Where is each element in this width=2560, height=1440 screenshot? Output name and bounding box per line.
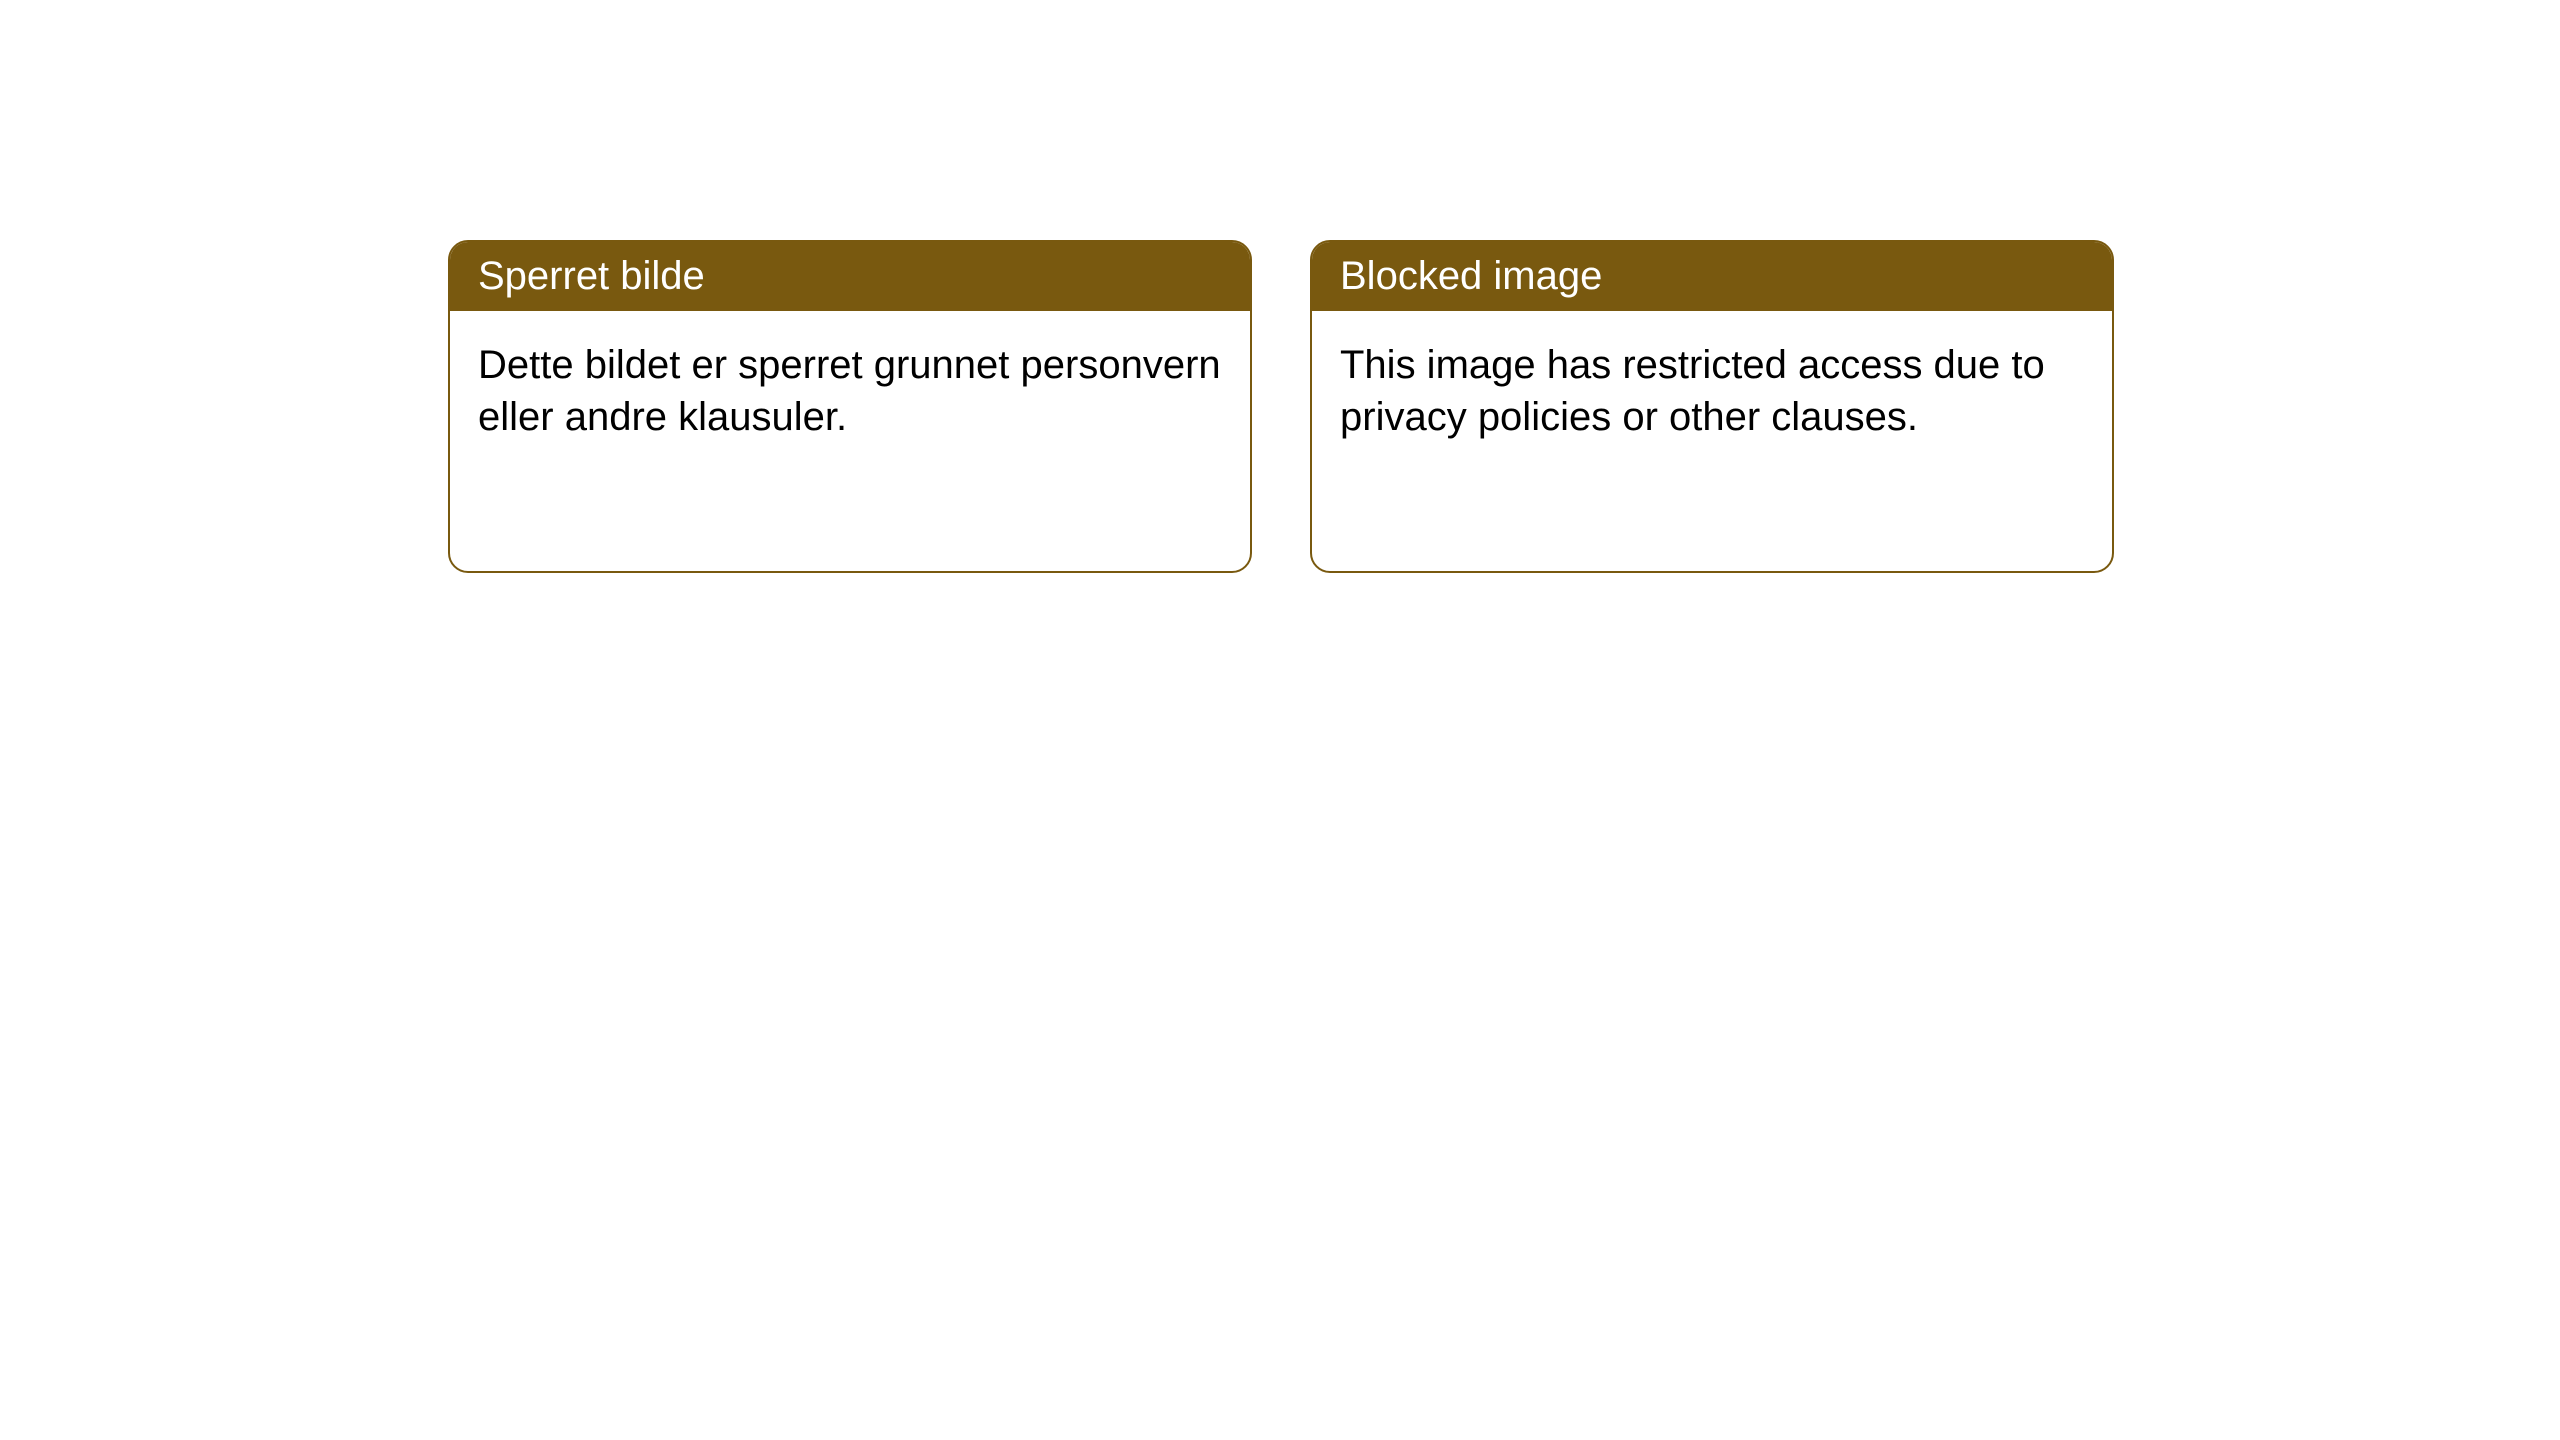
card-body-text: Dette bildet er sperret grunnet personve…	[478, 343, 1221, 439]
card-body: Dette bildet er sperret grunnet personve…	[450, 311, 1250, 471]
card-body: This image has restricted access due to …	[1312, 311, 2112, 471]
card-header: Blocked image	[1312, 242, 2112, 311]
card-title: Blocked image	[1340, 254, 1602, 298]
card-header: Sperret bilde	[450, 242, 1250, 311]
blocked-image-notice-card-en: Blocked image This image has restricted …	[1310, 240, 2114, 573]
card-body-text: This image has restricted access due to …	[1340, 343, 2045, 439]
notice-card-container: Sperret bilde Dette bildet er sperret gr…	[448, 240, 2114, 573]
blocked-image-notice-card-no: Sperret bilde Dette bildet er sperret gr…	[448, 240, 1252, 573]
card-title: Sperret bilde	[478, 254, 705, 298]
